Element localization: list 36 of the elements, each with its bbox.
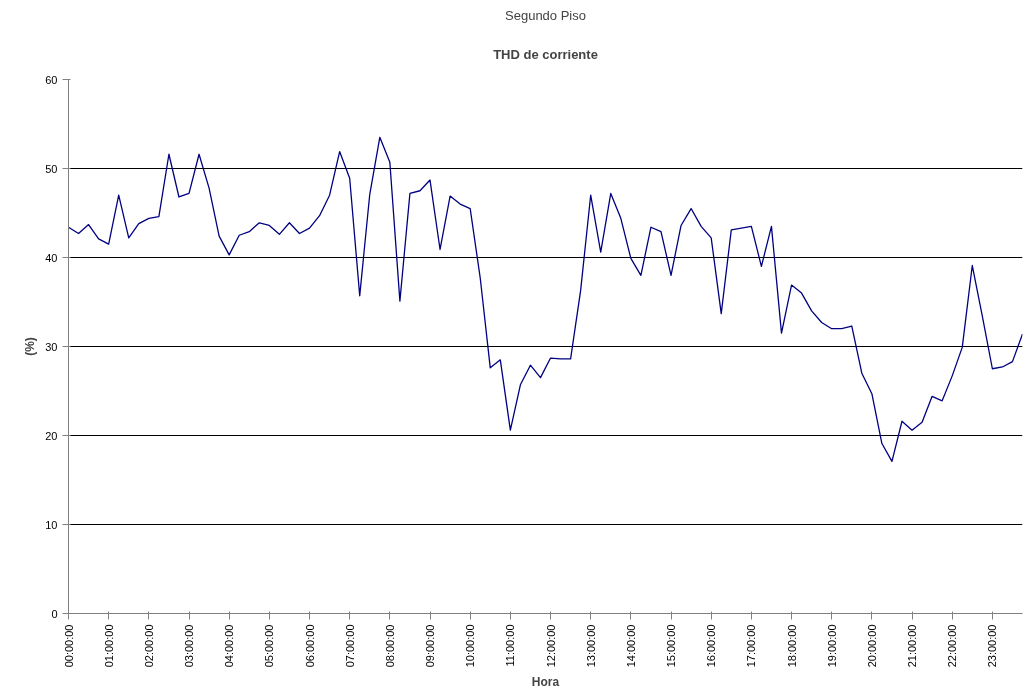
y-axis-title: (%) — [23, 337, 38, 356]
chart-subtitle: THD de corriente — [493, 47, 598, 62]
line-series — [68, 136, 1023, 462]
x-tick-label: 11:00:00 — [504, 624, 517, 667]
x-tick-label: 06:00:00 — [303, 624, 316, 668]
x-tick-label: 23:00:00 — [986, 624, 999, 668]
x-tick-label: 08:00:00 — [383, 624, 396, 668]
x-tick-label: 22:00:00 — [946, 624, 959, 668]
x-tick-label: 13:00:00 — [584, 624, 597, 668]
x-tick-label: 18:00:00 — [785, 624, 798, 668]
x-tick-label: 10:00:00 — [464, 624, 477, 668]
x-tick-label: 19:00:00 — [825, 624, 838, 668]
y-tick-label: 40 — [45, 251, 58, 264]
x-tick-label: 17:00:00 — [745, 624, 758, 668]
x-tick-label: 15:00:00 — [665, 624, 678, 668]
x-tick-label: 21:00:00 — [906, 624, 919, 668]
chart-title: Segundo Piso — [505, 7, 586, 23]
y-tick-label: 20 — [45, 429, 58, 442]
x-tick-label: 03:00:00 — [183, 624, 196, 668]
x-tick-label: 05:00:00 — [263, 624, 276, 668]
y-tick-label: 0 — [51, 607, 58, 620]
x-axis-title: Hora — [531, 675, 560, 690]
x-tick-label: 04:00:00 — [223, 624, 236, 668]
x-tick-label: 16:00:00 — [705, 624, 718, 668]
x-tick-label: 07:00:00 — [343, 624, 356, 668]
x-tick-label: 20:00:00 — [865, 624, 878, 668]
x-tick-label: 01:00:00 — [102, 624, 115, 668]
x-tick-label: 02:00:00 — [142, 624, 155, 668]
y-tick-label: 60 — [45, 73, 58, 86]
x-tick-label: 00:00:00 — [62, 624, 75, 668]
y-tick-label: 10 — [45, 518, 58, 531]
x-tick-label: 09:00:00 — [424, 624, 437, 668]
x-tick-label: 14:00:00 — [624, 624, 637, 668]
y-tick-label: 50 — [45, 162, 58, 175]
y-tick-label: 30 — [45, 340, 58, 353]
x-tick-label: 12:00:00 — [544, 624, 557, 668]
